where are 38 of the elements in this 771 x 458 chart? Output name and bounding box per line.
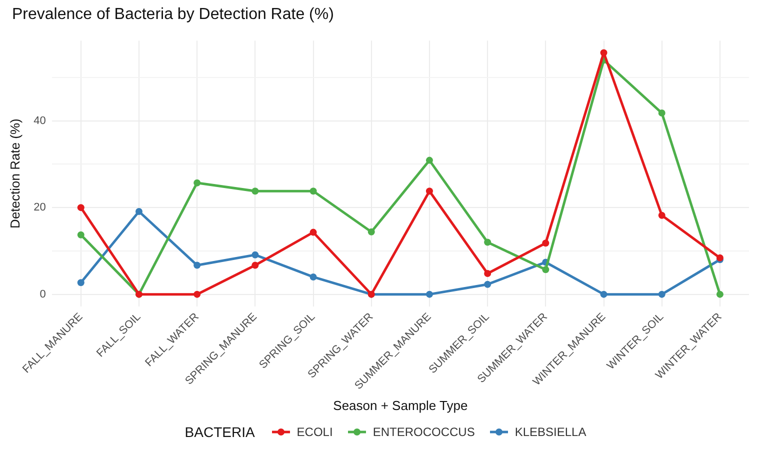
point bbox=[77, 231, 84, 238]
point bbox=[426, 188, 433, 195]
x-axis-title: Season + Sample Type bbox=[333, 398, 468, 413]
point bbox=[426, 290, 433, 298]
point bbox=[658, 212, 666, 219]
point bbox=[252, 251, 259, 258]
y-tick-label: 40 bbox=[34, 114, 46, 127]
legend-label: ECOLI bbox=[296, 425, 333, 439]
point bbox=[484, 270, 492, 278]
point bbox=[194, 179, 201, 186]
point bbox=[252, 262, 259, 269]
point bbox=[252, 188, 259, 195]
y-tick-label: 20 bbox=[34, 202, 46, 214]
point bbox=[542, 240, 550, 247]
point bbox=[368, 228, 375, 236]
point bbox=[484, 238, 492, 246]
point bbox=[658, 290, 666, 298]
y-tick-label: 0 bbox=[40, 288, 46, 300]
y-axis-title: Detection Rate (%) bbox=[7, 118, 22, 228]
point bbox=[542, 266, 550, 274]
point bbox=[600, 49, 608, 56]
chart-title: Prevalence of Bacteria by Detection Rate (%) bbox=[12, 6, 334, 24]
point bbox=[484, 280, 492, 288]
point bbox=[135, 208, 142, 215]
legend-title: BACTERIA bbox=[184, 424, 255, 440]
legend-label: ENTEROCOCCUS bbox=[372, 425, 475, 439]
point bbox=[600, 290, 608, 298]
point bbox=[716, 290, 724, 298]
point bbox=[194, 290, 201, 298]
point bbox=[77, 279, 84, 286]
point bbox=[426, 156, 433, 164]
point bbox=[194, 262, 201, 269]
point bbox=[310, 228, 317, 236]
point bbox=[310, 188, 317, 195]
point bbox=[658, 110, 666, 117]
point bbox=[77, 204, 84, 212]
legend-label: KLEBSIELLA bbox=[514, 425, 586, 439]
point bbox=[310, 273, 317, 280]
